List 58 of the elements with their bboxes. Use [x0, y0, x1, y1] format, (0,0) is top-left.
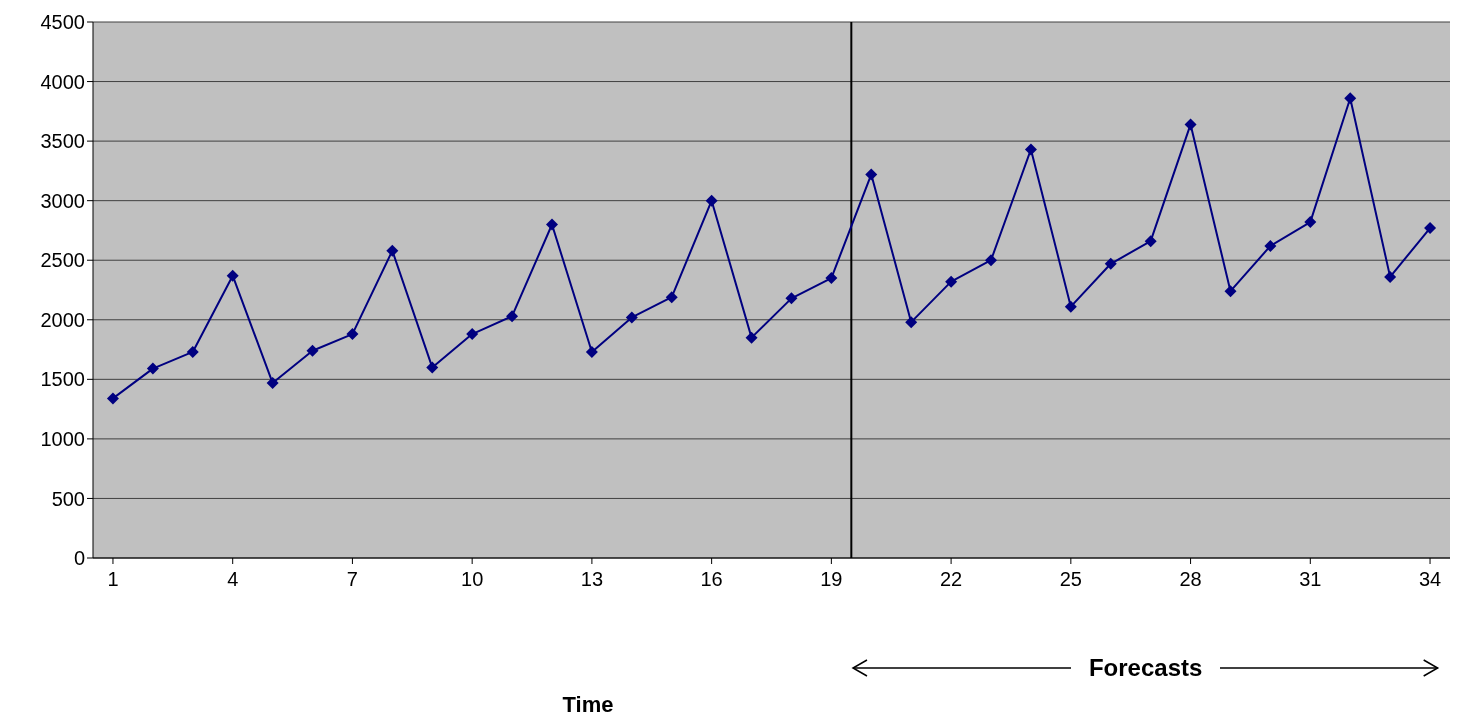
point — [1424, 222, 1437, 235]
text: Forecasts — [1070, 654, 1221, 681]
x-tick-label: 31 — [1299, 568, 1322, 591]
point — [106, 392, 119, 405]
point — [1264, 239, 1277, 252]
point — [1224, 285, 1237, 298]
point — [1144, 235, 1157, 248]
point — [266, 376, 279, 389]
point — [146, 362, 159, 375]
y-tick-label: 500 — [51, 487, 85, 510]
point — [306, 344, 319, 357]
point — [1104, 257, 1117, 270]
x-axis-title: Time — [561, 692, 615, 718]
point — [386, 244, 399, 257]
point — [1384, 270, 1397, 283]
point — [745, 331, 758, 344]
x-tick-label: 22 — [939, 568, 963, 591]
x-tick-label: 7 — [346, 568, 358, 591]
point — [545, 218, 558, 231]
point — [785, 292, 798, 305]
x-tick-label: 16 — [700, 568, 723, 591]
y-tick-label: 2000 — [40, 308, 85, 331]
point — [226, 269, 239, 282]
point — [1344, 92, 1357, 105]
x-tick-label: 10 — [461, 568, 484, 591]
y-tick-label: 3000 — [40, 189, 85, 212]
point — [426, 361, 439, 374]
point — [1304, 216, 1317, 229]
x-tick-label: 19 — [820, 568, 843, 591]
point — [985, 254, 998, 267]
point — [625, 311, 638, 324]
y-tick-label: 1500 — [40, 368, 85, 391]
point — [585, 345, 598, 358]
point — [705, 194, 718, 207]
x-tick-label: 25 — [1059, 568, 1082, 591]
point — [186, 345, 199, 358]
point — [1024, 143, 1037, 156]
x-tick-label: 4 — [227, 568, 239, 591]
point — [825, 272, 838, 285]
y-tick-label: 3500 — [40, 130, 85, 153]
x-tick-label: 1 — [107, 568, 119, 591]
y-tick-label: 4500 — [40, 11, 85, 34]
x-tick-label: 28 — [1179, 568, 1202, 591]
point — [905, 316, 918, 329]
point — [665, 291, 678, 304]
point — [865, 168, 878, 181]
point — [1064, 300, 1077, 313]
point — [506, 310, 519, 323]
y-tick-label: 4000 — [40, 70, 85, 93]
point — [466, 328, 479, 341]
point — [945, 275, 958, 288]
y-tick-label: 1000 — [40, 427, 85, 450]
y-tick-label: 0 — [73, 547, 85, 570]
point — [346, 328, 359, 341]
x-tick-label: 34 — [1418, 568, 1442, 591]
y-tick-label: 2500 — [40, 249, 85, 272]
point — [1184, 118, 1197, 131]
x-tick-label: 13 — [580, 568, 604, 591]
